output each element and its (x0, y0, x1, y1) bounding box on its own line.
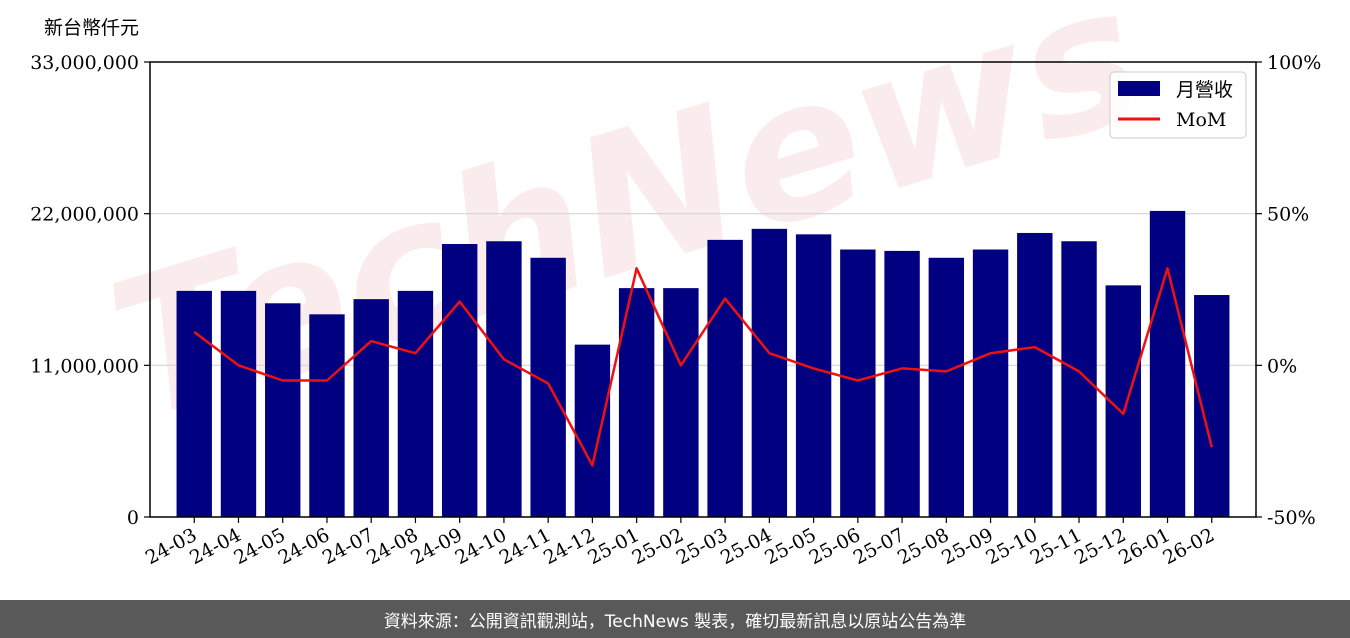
revenue-bar (751, 228, 788, 518)
y-right-tick-label: 100% (1267, 52, 1321, 74)
revenue-bar (1061, 241, 1097, 517)
revenue-bar (1017, 232, 1053, 517)
revenue-bar (530, 257, 566, 517)
y-left-tick-label: 33,000,000 (30, 52, 139, 74)
revenue-bar (574, 344, 611, 517)
legend-swatch-revenue (1118, 81, 1160, 96)
revenue-bar (795, 234, 832, 517)
chart: TechNews 011,000,00022,000,00033,000,000… (30, 0, 1321, 569)
revenue-bar (707, 239, 743, 517)
revenue-bar (928, 257, 965, 517)
legend-label-revenue: 月營收 (1176, 79, 1233, 101)
legend: 月營收 MoM (1109, 71, 1247, 139)
revenue-bar (397, 290, 434, 517)
revenue-bar (220, 290, 257, 517)
y-left-tick-label: 0 (127, 507, 139, 529)
revenue-bar (1194, 295, 1230, 517)
source-footer: 資料來源：公開資訊觀測站，TechNews 製表，確切最新訊息以原站公告為準 (0, 600, 1350, 638)
revenue-bar (486, 241, 522, 517)
revenue-bar (353, 299, 389, 517)
mom-line-series (193, 267, 1214, 467)
revenue-bar (441, 244, 478, 517)
x-tick-label: 26-02 (1159, 524, 1218, 569)
revenue-bar (972, 249, 1009, 518)
footer-text: 資料來源：公開資訊觀測站，TechNews 製表，確切最新訊息以原站公告為準 (383, 611, 967, 632)
revenue-bar (884, 250, 920, 518)
revenue-bars (176, 210, 1230, 518)
y-right-tick-label: -50% (1267, 507, 1316, 529)
revenue-bar (840, 249, 876, 518)
y-left-tick-label: 22,000,000 (30, 204, 139, 226)
y-right-tick-label: 50% (1267, 204, 1309, 226)
revenue-bar (1149, 210, 1186, 517)
mom-line (193, 267, 1214, 467)
y-left-tick-label: 11,000,000 (30, 355, 139, 377)
revenue-bar (309, 314, 345, 517)
revenue-bar (265, 303, 301, 517)
legend-label-mom: MoM (1176, 109, 1226, 131)
y-right-tick-label: 0% (1267, 355, 1297, 377)
revenue-bar (176, 290, 212, 517)
plot-frame (149, 61, 1257, 518)
axes (144, 61, 1262, 523)
revenue-bar (663, 288, 699, 517)
y-axis-unit-label: 新台幣仟元 (44, 17, 139, 39)
